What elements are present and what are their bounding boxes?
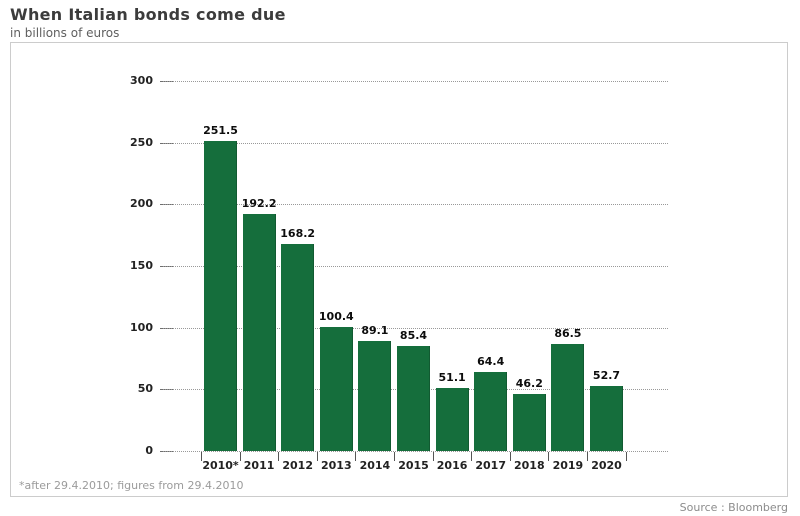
x-axis-tick [625,452,627,461]
bar-value-label: 100.4 [318,310,354,324]
gridline [163,451,668,452]
chart-subtitle: in billions of euros [10,26,120,40]
gridline [163,327,668,329]
bar-value-label: 64.4 [477,354,505,368]
x-axis-category-label: 2018 [513,459,545,472]
x-axis-tick [471,452,473,461]
bar [242,213,276,451]
gridline [163,266,668,267]
chart-footnote: *after 29.4.2010; figures from 29.4.2010 [19,479,244,492]
bar-value-label: 51.1 [438,370,466,384]
x-axis-tick [239,452,241,461]
y-axis-tick-label: 50 [137,382,153,396]
x-axis-category-label: 2015 [398,459,429,472]
chart-title: When Italian bonds come due [10,5,286,24]
x-axis-tick [316,452,318,461]
x-axis-category-label: 2014 [359,459,391,472]
gridline [163,204,668,206]
y-axis-tick-label: 100 [130,320,153,334]
bar [551,344,585,451]
bar-value-label: 192.2 [241,196,277,210]
bar [204,140,237,451]
bar-value-label: 168.2 [280,226,316,240]
source-credit: Source : Bloomberg [679,501,788,514]
bar-value-label: 86.5 [554,327,582,341]
bar [319,327,353,451]
y-axis-tick-label: 0 [145,444,153,457]
x-axis-tick [355,452,357,461]
bar [590,386,623,451]
bar [358,341,392,451]
x-axis-category-label: 2013 [320,459,352,472]
x-axis-category-label: 2010* [202,459,239,472]
bar-value-label: 46.2 [515,377,543,391]
x-axis-tick [587,452,588,461]
chart-frame: 0 50 100 150 200 250 300 251.5 192.2 168.2 100.4 89… [10,42,788,497]
x-axis-tick [278,452,280,461]
y-axis-tick-label: 200 [130,197,153,211]
x-axis-category-label: 2011 [243,459,275,472]
bar-value-label: 52.7 [592,369,621,382]
bar [435,387,469,451]
x-axis-category-label: 2017 [475,459,506,472]
bar [397,345,430,451]
bar-value-label: 89.1 [361,324,389,338]
y-axis-tick-label: 150 [130,259,153,272]
bar [512,394,546,451]
gridline [163,142,668,144]
x-axis-tick [509,452,511,461]
x-axis-category-label: 2020 [591,459,622,472]
x-axis-category-label: 2016 [436,459,468,472]
x-axis-category-label: 2012 [282,459,313,472]
x-axis-tick [548,452,550,461]
bar-value-label: 85.4 [399,328,428,342]
bar-value-label: 251.5 [203,123,238,137]
x-axis-tick [394,452,395,461]
y-axis-tick-label: 300 [130,74,153,87]
x-axis-tick [432,452,434,461]
x-axis-category-label: 2019 [552,459,584,472]
gridline [163,81,668,82]
y-axis-tick-label: 250 [130,135,153,149]
bar [474,371,508,451]
bar [281,243,315,451]
x-axis-tick [201,452,202,461]
